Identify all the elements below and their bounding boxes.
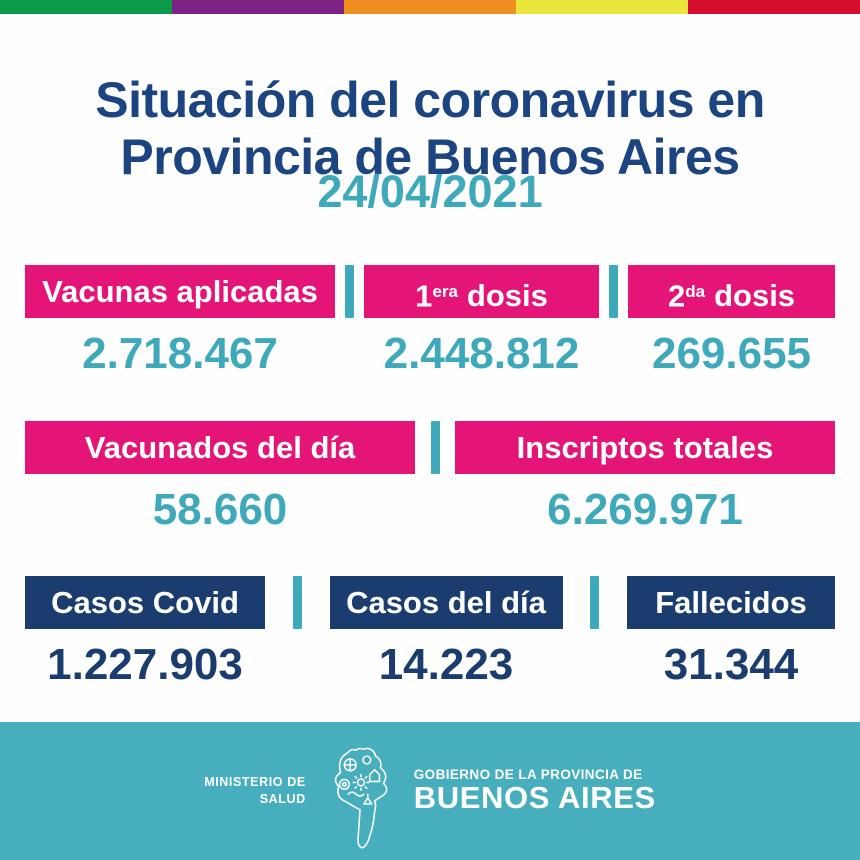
stat-segunda-dosis: 2da dosis 269.655 bbox=[628, 265, 835, 378]
ministry-line1: MINISTERIO DE bbox=[204, 775, 306, 790]
government-line1: GOBIERNO DE LA PROVINCIA DE bbox=[413, 767, 643, 783]
government-line2: BUENOS AIRES bbox=[413, 780, 656, 816]
government-footer: MINISTERIO DE SALUD GOBIERNO DE LA PR bbox=[0, 722, 860, 860]
badge-fallecidos: Fallecidos bbox=[627, 576, 835, 629]
stat-primera-dosis: 1era dosis 2.448.812 bbox=[364, 265, 599, 378]
badge-casos-del-dia: Casos del día bbox=[329, 576, 563, 629]
badge-vacunados-del-dia: Vacunados del día bbox=[25, 421, 415, 474]
divider-bar bbox=[430, 421, 440, 474]
value-primera-dosis: 2.448.812 bbox=[383, 329, 580, 378]
cases-stats-row: Casos Covid 1.227.903 Casos del día 14.2… bbox=[25, 576, 835, 689]
buenos-aires-province-map-icon bbox=[321, 745, 397, 856]
stripe-segment-yellow bbox=[516, 0, 688, 14]
ministry-line2: SALUD bbox=[259, 792, 306, 806]
page-title-line2: Provincia de Buenos Aires bbox=[120, 128, 740, 185]
badge-casos-covid: Casos Covid bbox=[25, 576, 265, 629]
badge-segunda-dosis-prefix: 2 bbox=[667, 278, 686, 314]
stripe-segment-red bbox=[688, 0, 860, 14]
badge-primera-dosis: 1era dosis bbox=[364, 265, 599, 318]
value-segunda-dosis: 269.655 bbox=[651, 329, 812, 378]
stat-casos-covid: Casos Covid 1.227.903 bbox=[25, 576, 265, 689]
stat-vacunados-del-dia: Vacunados del día 58.660 bbox=[25, 421, 415, 534]
badge-segunda-dosis-rest: dosis bbox=[714, 278, 796, 314]
badge-segunda-dosis-sup: da bbox=[685, 282, 706, 301]
stripe-segment-orange bbox=[344, 0, 516, 14]
badge-primera-dosis-sup: era bbox=[432, 282, 458, 301]
report-date: 24/04/2021 bbox=[317, 166, 543, 217]
divider-bar bbox=[590, 576, 600, 629]
value-vacunas-aplicadas: 2.718.467 bbox=[82, 329, 278, 378]
divider-bar bbox=[292, 576, 302, 629]
ministry-label: MINISTERIO DE SALUD bbox=[204, 774, 306, 808]
badge-primera-dosis-prefix: 1 bbox=[415, 278, 433, 314]
page-title: Situación del coronavirus en Provincia d… bbox=[0, 72, 860, 186]
value-vacunados-del-dia: 58.660 bbox=[152, 485, 288, 534]
stat-inscriptos-totales: Inscriptos totales 6.269.971 bbox=[455, 421, 835, 534]
vaccine-stats-row: Vacunas aplicadas 2.718.467 1era dosis 2.… bbox=[25, 265, 835, 378]
badge-inscriptos-totales: Inscriptos totales bbox=[455, 421, 835, 474]
registration-stats-row: Vacunados del día 58.660 Inscriptos tota… bbox=[25, 421, 835, 534]
stat-casos-del-dia: Casos del día 14.223 bbox=[329, 576, 563, 689]
value-casos-covid: 1.227.903 bbox=[47, 640, 243, 689]
page-title-line1: Situación del coronavirus en bbox=[95, 71, 765, 128]
divider-bar bbox=[345, 265, 354, 318]
stat-vacunas-aplicadas: Vacunas aplicadas 2.718.467 bbox=[25, 265, 335, 378]
badge-primera-dosis-rest: dosis bbox=[466, 278, 548, 314]
stripe-segment-green bbox=[0, 0, 172, 14]
stat-fallecidos: Fallecidos 31.344 bbox=[627, 576, 835, 689]
value-casos-del-dia: 14.223 bbox=[378, 640, 514, 689]
color-stripe bbox=[0, 0, 860, 14]
government-label: GOBIERNO DE LA PROVINCIA DE BUENOS AIRES bbox=[414, 767, 656, 815]
badge-segunda-dosis: 2da dosis bbox=[628, 265, 835, 318]
value-fallecidos: 31.344 bbox=[663, 640, 799, 689]
value-inscriptos-totales: 6.269.971 bbox=[547, 485, 743, 534]
badge-vacunas-aplicadas: Vacunas aplicadas bbox=[25, 265, 335, 318]
stripe-segment-purple bbox=[172, 0, 344, 14]
divider-bar bbox=[609, 265, 618, 318]
